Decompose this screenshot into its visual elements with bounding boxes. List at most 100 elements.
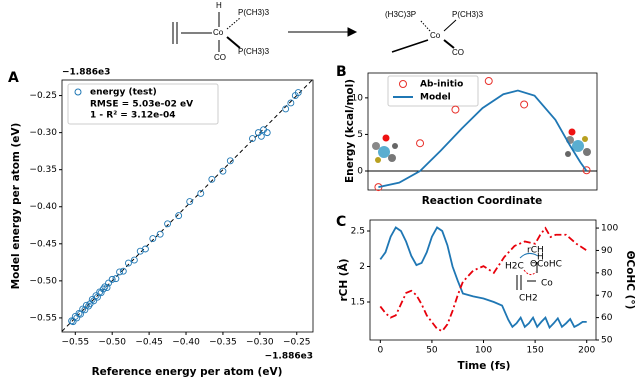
y-axis-label: Energy (kcal/mol)	[344, 79, 356, 183]
y2-axis-label: ΘCoHC (°)	[624, 251, 636, 310]
scatter-point	[263, 129, 271, 137]
series-line	[379, 226, 587, 330]
scatter-point	[116, 268, 124, 276]
atom-label: H	[216, 1, 222, 10]
legend-label: energy (test)	[90, 88, 157, 98]
scatter-point	[484, 77, 493, 86]
x-tick-label: 50	[426, 346, 438, 356]
y2-tick-label: 90	[601, 246, 613, 256]
x-tick-label: −0.55	[61, 338, 89, 348]
plot-frame	[61, 79, 314, 333]
inset-label: ΘCoHC	[530, 260, 562, 270]
annotation: 1 - R² = 3.12e-04	[90, 111, 176, 121]
molecule-render	[372, 128, 591, 163]
offset-text-y: −1.886e3	[62, 68, 110, 78]
reaction-scheme	[172, 12, 457, 53]
y-tick-label: −0.40	[29, 202, 57, 212]
y-tick-label: 10	[352, 93, 364, 103]
atom-label: CO	[214, 53, 226, 62]
scatter-point	[92, 292, 100, 300]
panel-label: C	[336, 214, 346, 230]
atom-label: P(CH3)3	[452, 10, 484, 19]
y2-tick-label: 60	[601, 313, 613, 323]
y-tick-label: 5	[357, 130, 363, 140]
bond	[419, 19, 431, 32]
scatter-point	[149, 235, 157, 243]
scatter-point	[582, 166, 591, 175]
bond	[226, 36, 241, 49]
scatter-point	[81, 306, 89, 314]
x-tick-label: −0.35	[209, 338, 237, 348]
inset-diagram	[516, 252, 539, 290]
annotation: RMSE = 5.03e-02 eV	[90, 100, 193, 110]
scatter-point	[282, 105, 290, 113]
offset-text-x: −1.886e3	[265, 352, 313, 362]
bond	[443, 19, 457, 32]
scatter-point	[219, 167, 227, 175]
atom-label: (H3C)3P	[385, 10, 416, 19]
y2-tick-label: 80	[601, 268, 613, 278]
y-tick-label: −0.45	[29, 239, 57, 249]
scatter-point	[249, 135, 256, 143]
arrow-head	[347, 27, 358, 37]
scatter-point	[226, 157, 234, 165]
x-tick-label: −0.45	[135, 338, 163, 348]
scatter-point	[164, 220, 172, 228]
scatter-point	[103, 284, 111, 291]
bond	[226, 17, 241, 30]
y-axis-label: Model energy per atom (eV)	[10, 123, 22, 290]
atom-label: CO	[452, 48, 464, 57]
scatter-point	[156, 230, 164, 238]
legend-label: Ab-initio	[420, 80, 463, 90]
y-tick-label: 2	[359, 262, 365, 272]
y-tick-label: 2.5	[351, 227, 365, 237]
y-tick-label: −0.25	[29, 91, 57, 101]
legend-label: Model	[420, 93, 451, 103]
y-tick-label: −0.50	[29, 276, 57, 286]
y-tick-label: −0.35	[29, 165, 57, 175]
y-axis-label: rCH (Å)	[337, 258, 350, 301]
y-tick-label: −0.30	[29, 128, 57, 138]
scatter-point	[97, 289, 105, 297]
scatter-point	[416, 139, 425, 148]
inset-label: H	[537, 253, 544, 263]
x-tick-label: 0	[377, 346, 383, 356]
scatter-point	[108, 275, 116, 283]
scatter-point	[105, 279, 112, 287]
scatter-point	[73, 314, 81, 322]
inset-label: rCH	[527, 246, 544, 256]
scatter-point	[287, 99, 295, 107]
bond	[443, 39, 455, 49]
y2-tick-label: 50	[601, 336, 613, 346]
model-line	[378, 89, 588, 188]
x-tick-label: 150	[527, 346, 544, 356]
y-tick-label: 0	[357, 166, 363, 176]
inset-label: Co	[541, 279, 553, 289]
x-tick-label: −0.40	[172, 338, 200, 348]
scatter-point	[175, 212, 183, 220]
scatter-point	[451, 105, 460, 114]
y2-tick-label: 70	[601, 291, 613, 301]
inset-label: H2C	[505, 262, 524, 272]
plot-frame	[369, 219, 597, 341]
atom-label: Co	[430, 31, 441, 40]
panel-label: A	[8, 70, 19, 86]
scatter-point	[124, 259, 132, 267]
atom-label: P(CH3)3	[238, 8, 270, 17]
x-tick-label: −0.50	[98, 338, 126, 348]
legend-marker	[74, 88, 82, 96]
plot-frame	[367, 72, 598, 191]
scatter-point	[186, 198, 194, 206]
x-tick-label: −0.30	[246, 338, 274, 348]
legend-box	[67, 83, 219, 125]
scatter-point	[112, 275, 120, 283]
scatter-point	[520, 100, 529, 109]
panel-label: B	[336, 64, 347, 80]
x-axis-label: Time (fs)	[458, 360, 511, 372]
scatter-point	[130, 256, 138, 264]
x-tick-label: 100	[475, 346, 492, 356]
atom-label: P(CH3)3	[238, 47, 270, 56]
scatter-point	[294, 89, 302, 97]
x-tick-label: 200	[578, 346, 595, 356]
